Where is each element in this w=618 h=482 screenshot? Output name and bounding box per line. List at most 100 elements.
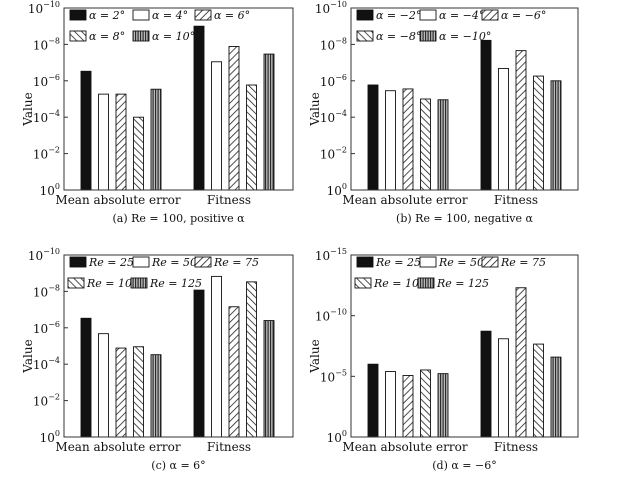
legend-label: α = −4° [439, 9, 484, 22]
tick-base: 10 [315, 2, 330, 16]
bar-white [498, 68, 509, 191]
tick-exponent: −2 [335, 146, 347, 155]
legend-swatch [419, 256, 437, 268]
tick-exponent: −8 [335, 36, 347, 45]
legend-item: Re = 50 [419, 256, 484, 269]
bar-solid [367, 84, 379, 191]
bar-hatch-fwd [115, 93, 127, 191]
bar-hatch-fwd [402, 375, 414, 438]
legend-label: α = −10° [439, 30, 491, 43]
tick-exponent: −10 [330, 0, 347, 9]
y-tick-label: 10−10 [315, 0, 347, 16]
tick-exponent: −5 [335, 368, 347, 377]
legend-item: Re = 125 [130, 277, 202, 290]
legend-swatch [194, 256, 212, 268]
legend-label: α = 8° [89, 30, 125, 43]
x-category-label: Mean absolute error [342, 193, 467, 207]
tick-exponent: −6 [48, 320, 60, 329]
legend-swatch [481, 256, 499, 268]
tick-base: 10 [33, 358, 48, 372]
bar-solid [367, 363, 379, 438]
tick-exponent: −6 [48, 73, 60, 82]
legend-label: Re = 125 [149, 277, 202, 290]
bar-solid [193, 25, 205, 191]
legend-swatch [354, 277, 372, 289]
legend-swatch [419, 30, 437, 42]
tick-exponent: 0 [55, 429, 60, 438]
tick-exponent: −4 [48, 356, 60, 365]
bar-hatch-fwd [515, 287, 527, 438]
y-tick-label: 10−2 [33, 393, 60, 409]
bar-white [211, 61, 222, 191]
y-tick-label: 100 [327, 429, 347, 445]
y-axis-label: Value [308, 92, 322, 126]
bar-hatch-back [533, 75, 544, 191]
tick-base: 10 [33, 111, 48, 125]
y-axis-label: Value [21, 339, 35, 373]
bar-hatch-back [133, 346, 144, 438]
tick-base: 10 [28, 249, 43, 263]
legend-item: α = 2° [69, 9, 125, 22]
legend-item: α = 6° [194, 9, 250, 22]
tick-base: 10 [315, 249, 330, 263]
bar-solid [480, 39, 492, 191]
legend-item: α = −2° [356, 9, 421, 22]
bar-white [385, 90, 396, 191]
bar-hatch-back [420, 98, 431, 191]
subplot-caption: (a) Re = 100, positive α [112, 212, 245, 225]
legend-swatch [69, 9, 87, 21]
y-tick-label: 10−4 [33, 109, 60, 125]
legend-label: Re = 75 [213, 256, 259, 269]
legend-swatch [419, 9, 437, 21]
bar-hatch-back [420, 369, 431, 438]
legend-item: Re = 50 [132, 256, 197, 269]
bar-vertical [150, 88, 162, 191]
legend-swatch [356, 256, 374, 268]
subplot-caption: (b) Re = 100, negative α [396, 212, 533, 225]
bar-white [98, 333, 109, 438]
bar-hatch-fwd [228, 306, 240, 438]
tick-base: 10 [327, 184, 342, 198]
bar-hatch-back [246, 84, 257, 191]
legend-item: α = −4° [419, 9, 484, 22]
tick-base: 10 [33, 148, 48, 162]
bar-white [98, 93, 109, 191]
tick-base: 10 [315, 310, 330, 324]
tick-base: 10 [327, 431, 342, 445]
tick-exponent: −15 [330, 247, 347, 256]
y-tick-label: 10−8 [33, 36, 60, 52]
bar-white [385, 371, 396, 438]
bar-solid [480, 330, 492, 438]
legend-label: Re = 75 [500, 256, 546, 269]
legend-label: Re = 50 [438, 256, 484, 269]
bar-white [498, 338, 509, 438]
legend-item: α = 4° [132, 9, 188, 22]
tick-base: 10 [320, 38, 335, 52]
legend-label: α = 10° [152, 30, 195, 43]
legend-label: α = 2° [89, 9, 125, 22]
y-tick-label: 10−2 [320, 146, 347, 162]
tick-base: 10 [320, 148, 335, 162]
bar-hatch-fwd [515, 50, 527, 191]
y-tick-label: 10−4 [320, 109, 347, 125]
tick-base: 10 [40, 184, 55, 198]
x-category-label: Fitness [207, 440, 251, 454]
legend-label: α = −8° [376, 30, 421, 43]
bar-hatch-back [246, 281, 257, 438]
tick-exponent: −8 [48, 36, 60, 45]
axes-frame [63, 7, 294, 191]
tick-exponent: −10 [330, 308, 347, 317]
bar-vertical [263, 320, 275, 438]
legend-item: Re = 75 [194, 256, 259, 269]
legend-label: Re = 100 [86, 277, 139, 290]
y-tick-label: 10−6 [33, 320, 60, 336]
tick-exponent: −10 [43, 247, 60, 256]
legend-label: Re = 125 [436, 277, 489, 290]
legend-item: Re = 75 [481, 256, 546, 269]
y-axis-label: Value [308, 339, 322, 373]
legend-item: α = 10° [132, 30, 195, 43]
tick-base: 10 [33, 395, 48, 409]
